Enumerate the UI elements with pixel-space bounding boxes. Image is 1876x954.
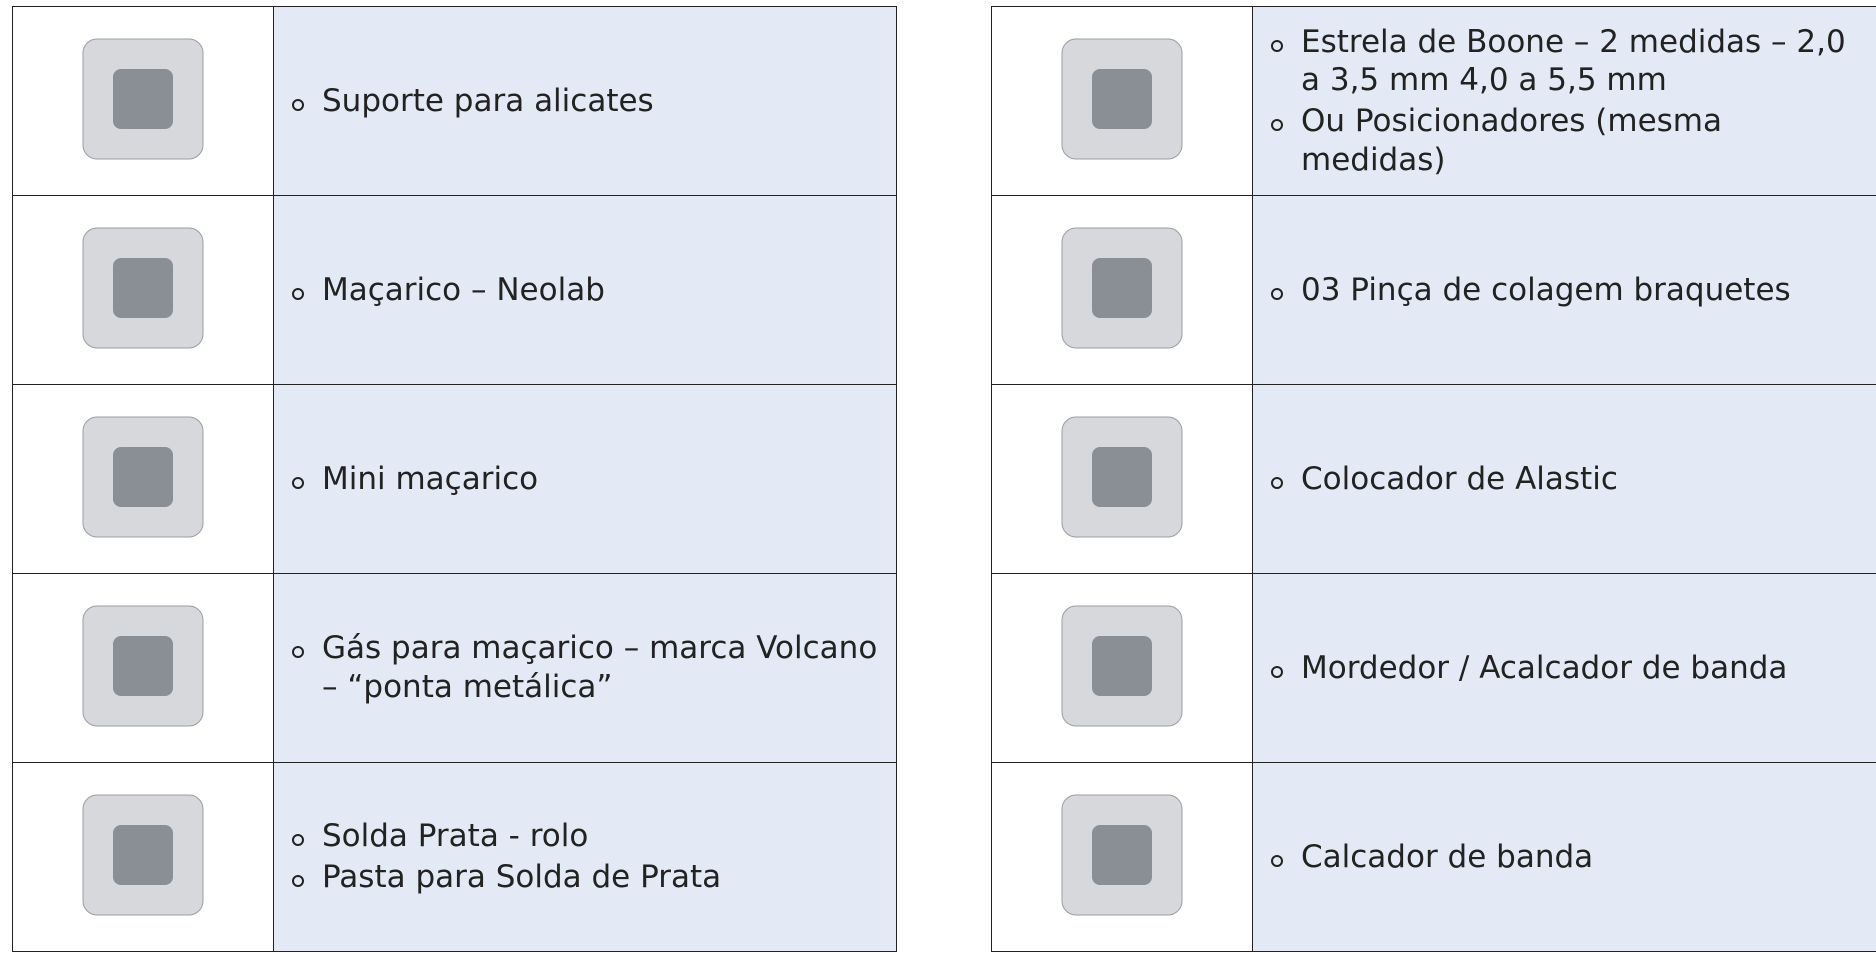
bullet <box>1271 119 1283 131</box>
list-item: Pasta para Solda de Prata <box>290 858 880 897</box>
list-item: Mini maçarico <box>290 460 880 499</box>
image-cell <box>12 573 274 763</box>
image-cell <box>12 762 274 952</box>
list-item: 03 Pinça de colagem braquetes <box>1269 271 1874 310</box>
list-item: Mordedor / Acalcador de banda <box>1269 649 1874 688</box>
text-cell: Calcador de banda <box>1252 762 1876 952</box>
list-item: Suporte para alicates <box>290 82 880 121</box>
text-cell: Mini maçarico <box>273 384 897 574</box>
text-cell: Estrela de Boone – 2 medidas – 2,0 a 3,5… <box>1252 6 1876 196</box>
bullet <box>1271 39 1283 52</box>
product-image <box>1061 227 1183 349</box>
table-row: Mordedor / Acalcador de banda <box>991 573 1876 763</box>
image-cell <box>12 384 274 574</box>
image-cell <box>12 6 274 196</box>
item-text: Calcador de banda <box>1301 838 1594 875</box>
text-cell: Maçarico – Neolab <box>273 195 897 385</box>
item-text: Suporte para alicates <box>322 82 654 119</box>
image-cell <box>991 762 1253 952</box>
item-text: Estrela de Boone – 2 medidas – 2,0 a 3,5… <box>1301 23 1846 99</box>
bullet <box>292 98 304 111</box>
bullet <box>1271 476 1283 489</box>
table-row: 03 Pinça de colagem braquetes <box>991 195 1876 385</box>
text-cell: Gás para maçarico – marca Volcano – “pon… <box>273 573 897 763</box>
product-image <box>82 794 204 916</box>
list-item: Solda Prata - rolo <box>290 817 880 856</box>
item-text: Pasta para Solda de Prata <box>322 859 722 895</box>
table-row: Maçarico – Neolab <box>12 195 897 385</box>
item-text: Ou Posicionadores (mesma medidas) <box>1301 103 1722 178</box>
table-row: Calcador de banda <box>991 762 1876 952</box>
list-item: Colocador de Alastic <box>1269 460 1874 499</box>
bullet <box>1271 854 1283 867</box>
image-cell <box>991 195 1253 385</box>
image-cell <box>991 6 1253 196</box>
list-item: Ou Posicionadores (mesma medidas) <box>1269 102 1874 180</box>
table-row: Suporte para alicates <box>12 6 897 196</box>
table-row: Estrela de Boone – 2 medidas – 2,0 a 3,5… <box>991 6 1876 196</box>
image-cell <box>991 573 1253 763</box>
list-item: Gás para maçarico – marca Volcano – “pon… <box>290 629 880 707</box>
product-image <box>82 227 204 349</box>
text-cell: 03 Pinça de colagem braquetes <box>1252 195 1876 385</box>
list-item: Estrela de Boone – 2 medidas – 2,0 a 3,5… <box>1269 23 1874 101</box>
bullet <box>292 834 304 847</box>
left-table: Suporte para alicates Maçarico – Neolab Mi… <box>12 6 897 952</box>
bullet <box>1271 665 1283 678</box>
item-text: Solda Prata - rolo <box>322 818 589 855</box>
bullet <box>1271 287 1283 300</box>
item-text: Mordedor / Acalcador de banda <box>1301 649 1788 686</box>
item-text: Gás para maçarico – marca Volcano – “pon… <box>322 630 878 705</box>
table-row: Solda Prata - rolo Pasta para Solda de Pr… <box>12 762 897 952</box>
item-text: Mini maçarico <box>322 460 539 497</box>
list-item: Calcador de banda <box>1269 838 1874 877</box>
image-cell <box>991 384 1253 574</box>
bullet <box>292 476 304 489</box>
text-cell: Colocador de Alastic <box>1252 384 1876 574</box>
bullet <box>292 875 304 887</box>
table-row: Gás para maçarico – marca Volcano – “pon… <box>12 573 897 763</box>
product-image <box>82 38 204 160</box>
product-image <box>1061 605 1183 727</box>
image-cell <box>12 195 274 385</box>
bullet <box>292 287 304 300</box>
product-image <box>82 605 204 727</box>
text-cell: Mordedor / Acalcador de banda <box>1252 573 1876 763</box>
product-image <box>1061 416 1183 538</box>
text-cell: Solda Prata - rolo Pasta para Solda de Pr… <box>273 762 897 952</box>
list-item: Maçarico – Neolab <box>290 271 880 310</box>
item-text: Colocador de Alastic <box>1301 460 1618 497</box>
right-table: Estrela de Boone – 2 medidas – 2,0 a 3,5… <box>991 6 1876 952</box>
product-image <box>1061 794 1183 916</box>
product-image <box>82 416 204 538</box>
table-row: Colocador de Alastic <box>991 384 1876 574</box>
text-cell: Suporte para alicates <box>273 6 897 196</box>
bullet <box>292 646 304 659</box>
item-text: Maçarico – Neolab <box>322 271 605 308</box>
table-row: Mini maçarico <box>12 384 897 574</box>
item-text: 03 Pinça de colagem braquetes <box>1301 271 1791 308</box>
product-image <box>1061 38 1183 160</box>
